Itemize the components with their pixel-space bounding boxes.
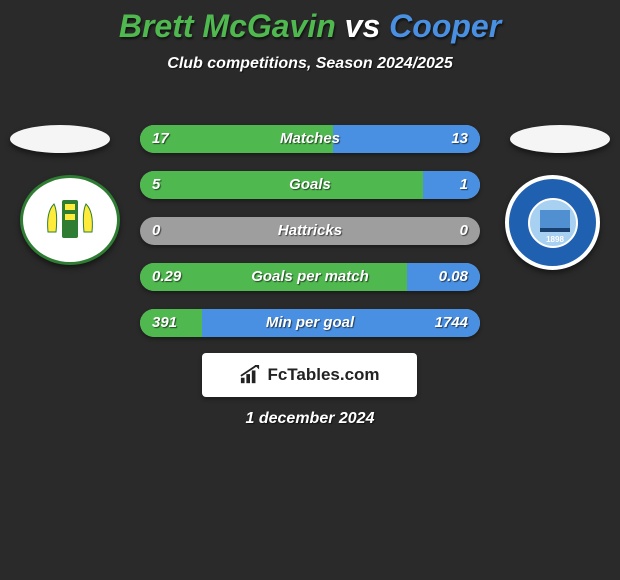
- stat-label: Min per goal: [140, 309, 480, 337]
- page-title: Brett McGavin vs Cooper: [0, 0, 620, 45]
- club-badge-right: 1898: [505, 175, 600, 270]
- stat-label: Goals per match: [140, 263, 480, 291]
- bar-chart-icon: [239, 365, 261, 385]
- stats-block: 1713Matches 51Goals 00Hattricks 0.290.08Goa…: [140, 125, 480, 355]
- player1-disc: [10, 125, 110, 153]
- club-badge-left: [20, 175, 120, 265]
- vs-text: vs: [345, 8, 381, 44]
- club-badge-left-inner: [40, 192, 100, 248]
- svg-text:1898: 1898: [546, 235, 564, 244]
- player2-disc: [510, 125, 610, 153]
- stat-row: 1713Matches: [140, 125, 480, 153]
- subtitle: Club competitions, Season 2024/2025: [0, 55, 620, 73]
- stat-label: Goals: [140, 171, 480, 199]
- stat-label: Matches: [140, 125, 480, 153]
- club-badge-right-inner: 1898: [528, 198, 578, 248]
- stat-row: 51Goals: [140, 171, 480, 199]
- stat-row: 0.290.08Goals per match: [140, 263, 480, 291]
- date-text: 1 december 2024: [0, 410, 620, 428]
- player2-name: Cooper: [389, 8, 501, 44]
- stat-row: 3911744Min per goal: [140, 309, 480, 337]
- player1-name: Brett McGavin: [119, 8, 336, 44]
- logo-text: FcTables.com: [267, 365, 379, 385]
- stat-label: Hattricks: [140, 217, 480, 245]
- stat-row: 00Hattricks: [140, 217, 480, 245]
- comparison-infographic: Brett McGavin vs Cooper Club competition…: [0, 0, 620, 580]
- fctables-logo: FcTables.com: [202, 353, 417, 397]
